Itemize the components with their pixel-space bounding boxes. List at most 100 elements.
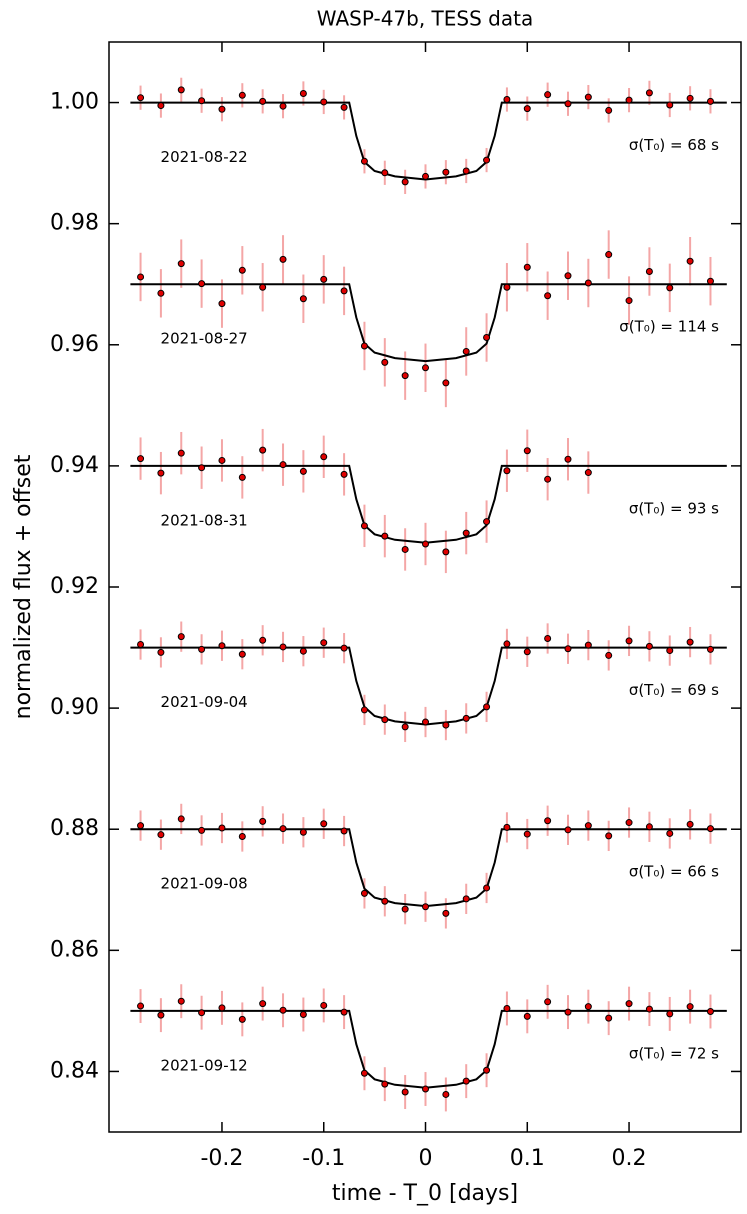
data-point <box>584 822 592 830</box>
data-point <box>157 831 165 839</box>
data-point <box>564 1008 572 1016</box>
uncertainty-label: σ(T₀) = 68 s <box>629 136 719 154</box>
uncertainty-label: σ(T₀) = 69 s <box>629 681 719 699</box>
data-point <box>259 446 267 454</box>
data-point <box>259 636 267 644</box>
data-point <box>625 819 633 827</box>
data-point <box>442 721 450 729</box>
data-point <box>564 826 572 834</box>
data-point <box>157 469 165 477</box>
uncertainty-label: σ(T₀) = 114 s <box>619 318 719 336</box>
y-tick-label: 0.92 <box>50 574 99 599</box>
data-point <box>584 469 592 477</box>
data-point <box>401 723 409 731</box>
data-point <box>462 1077 470 1085</box>
data-point <box>462 167 470 175</box>
data-point <box>360 522 368 530</box>
data-point <box>564 272 572 280</box>
data-point <box>340 644 348 652</box>
data-point <box>645 642 653 650</box>
data-point <box>137 273 145 281</box>
series-label: 2021-08-22 <box>161 148 248 166</box>
data-point <box>666 829 674 837</box>
data-point <box>686 1003 694 1011</box>
data-point <box>401 905 409 913</box>
data-point <box>320 275 328 283</box>
data-point <box>706 825 714 833</box>
data-point <box>137 94 145 102</box>
data-point <box>462 347 470 355</box>
data-point <box>544 292 552 300</box>
data-point <box>259 283 267 291</box>
data-point <box>645 268 653 276</box>
data-point <box>238 473 246 481</box>
data-point <box>462 895 470 903</box>
data-point <box>442 379 450 387</box>
data-point <box>218 824 226 832</box>
data-point <box>605 251 613 259</box>
data-point <box>320 453 328 461</box>
data-point <box>299 1011 307 1019</box>
data-point <box>686 638 694 646</box>
data-point <box>177 815 185 823</box>
series-label: 2021-09-04 <box>161 693 248 711</box>
data-point <box>523 648 531 656</box>
data-point <box>381 897 389 905</box>
y-tick-label: 0.94 <box>50 453 99 478</box>
x-tick-label: 0.1 <box>510 1146 545 1171</box>
y-tick-label: 0.90 <box>50 695 99 720</box>
data-point <box>523 263 531 271</box>
data-point <box>360 706 368 714</box>
uncertainty-label: σ(T₀) = 66 s <box>629 863 719 881</box>
y-tick-label: 0.84 <box>50 1058 99 1083</box>
data-point <box>340 103 348 111</box>
data-point <box>137 1002 145 1010</box>
data-point <box>523 1012 531 1020</box>
data-point <box>218 642 226 650</box>
uncertainty-label: σ(T₀) = 72 s <box>629 1044 719 1062</box>
data-point <box>360 342 368 350</box>
data-point <box>442 548 450 556</box>
data-point <box>483 1066 491 1074</box>
data-point <box>279 1006 287 1014</box>
data-point <box>320 98 328 106</box>
data-point <box>218 105 226 113</box>
data-point <box>360 1069 368 1077</box>
data-point <box>422 718 430 726</box>
data-point <box>422 1085 430 1093</box>
data-point <box>584 93 592 101</box>
data-point <box>706 277 714 285</box>
x-axis-label: time - T_0 [days] <box>332 1181 518 1206</box>
data-point <box>625 637 633 645</box>
data-point <box>584 1003 592 1011</box>
data-point <box>157 648 165 656</box>
data-point <box>340 827 348 835</box>
data-point <box>625 1000 633 1008</box>
data-point <box>544 475 552 483</box>
data-point <box>462 529 470 537</box>
data-point <box>544 817 552 825</box>
data-point <box>218 456 226 464</box>
data-point <box>381 1080 389 1088</box>
data-point <box>279 461 287 469</box>
data-point <box>198 826 206 834</box>
data-point <box>320 1001 328 1009</box>
x-tick-label: -0.2 <box>200 1146 243 1171</box>
y-tick-label: 0.96 <box>50 332 99 357</box>
data-point <box>340 470 348 478</box>
data-point <box>299 295 307 303</box>
data-point <box>381 716 389 724</box>
data-point <box>544 998 552 1006</box>
data-point <box>157 289 165 297</box>
data-point <box>645 1005 653 1013</box>
data-point <box>666 647 674 655</box>
chart-title: WASP-47b, TESS data <box>317 7 533 31</box>
series-label: 2021-09-08 <box>161 875 248 893</box>
data-point <box>686 257 694 265</box>
data-point <box>177 997 185 1005</box>
data-point <box>503 283 511 291</box>
data-point <box>706 97 714 105</box>
data-point <box>238 832 246 840</box>
data-point <box>483 334 491 342</box>
data-point <box>645 823 653 831</box>
